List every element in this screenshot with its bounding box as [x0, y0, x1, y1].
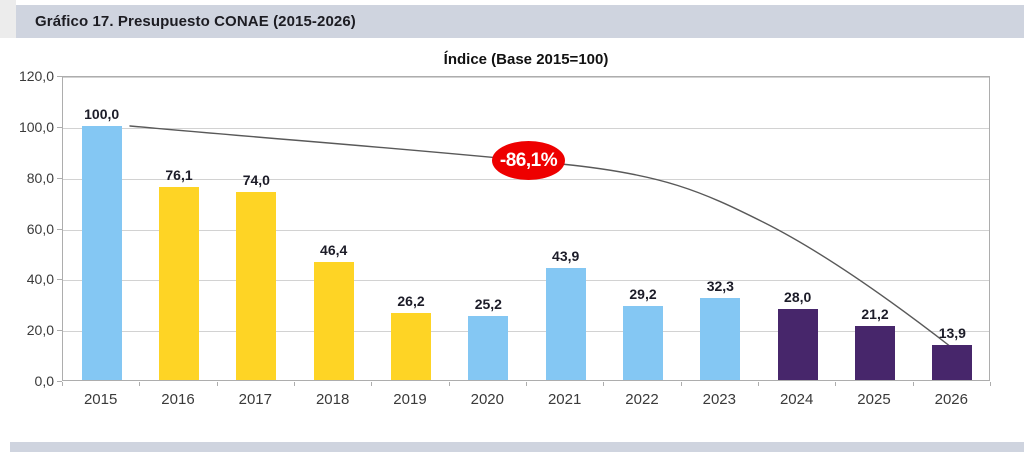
bar-2016: [159, 186, 199, 380]
x-axis-tick: [294, 382, 295, 386]
bar-2017: [236, 191, 277, 380]
x-axis-tick: [835, 382, 837, 386]
bar-value-label-2022: 29,2: [629, 285, 657, 302]
page-margin-strip: [0, 0, 16, 38]
bar-value-label-2016: 76,1: [165, 166, 193, 183]
x-axis-tick: [990, 382, 991, 386]
x-axis-label-2022: 2022: [625, 391, 659, 408]
bar-value-label-2018: 46,4: [320, 242, 348, 259]
trendline-curve: [129, 125, 952, 348]
x-axis-label-2026: 2026: [934, 391, 968, 408]
bar-2026: [932, 344, 973, 380]
x-axis-tick: [62, 382, 63, 386]
bar-2022: [623, 305, 663, 380]
x-axis-label-2021: 2021: [547, 391, 582, 408]
bar-value-label-2023: 32,3: [706, 277, 734, 294]
bar-value-label-2025: 21,2: [861, 306, 889, 323]
gridline-40: [63, 280, 989, 282]
y-axis-label: 80,0: [26, 169, 54, 186]
figure-header-bar: Gráfico 17. Presupuesto CONAE (2015-2026…: [16, 5, 1024, 38]
x-axis-label-2019: 2019: [393, 391, 427, 408]
bar-2019: [391, 313, 431, 380]
y-axis-label: 120,0: [18, 68, 54, 84]
x-axis-label-2023: 2023: [702, 391, 736, 408]
x-axis-tick: [603, 382, 605, 386]
bar-2018: [313, 262, 354, 380]
x-axis-label-2018: 2018: [315, 391, 350, 408]
x-axis-tick: [139, 382, 141, 386]
plot-area: -86,1% 100,0 76,1 74,0 46,4 26,2 25,2 43,9 29,2…: [62, 76, 990, 381]
bar-value-label-2017: 74,0: [242, 171, 270, 188]
next-section-header-bar: [10, 442, 1024, 452]
x-axis-label-2017: 2017: [238, 391, 272, 408]
x-axis-tick: [448, 382, 450, 386]
y-axis-label: 60,0: [26, 220, 54, 237]
x-axis-label-2015: 2015: [83, 391, 118, 408]
y-axis-tick: [57, 126, 62, 128]
y-axis-label: 20,0: [26, 322, 54, 339]
bar-value-label-2021: 43,9: [552, 248, 580, 265]
x-axis-tick: [680, 382, 682, 386]
bar-2020: [468, 315, 509, 380]
bar-value-label-2020: 25,2: [474, 295, 502, 312]
bar-value-label-2019: 26,2: [397, 293, 425, 310]
bar-2024: [777, 308, 818, 380]
bar-2015: [81, 125, 122, 380]
y-axis-tick: [57, 177, 62, 179]
y-axis-tick: [57, 381, 62, 382]
x-axis-label-2024: 2024: [779, 391, 814, 408]
gridline-120: [63, 77, 989, 78]
bar-2025: [855, 326, 895, 380]
bar-2021: [545, 268, 586, 380]
x-axis-tick: [912, 382, 914, 386]
x-axis-tick: [758, 382, 759, 386]
gridline-100: [63, 127, 989, 129]
bar-2023: [700, 297, 741, 380]
x-axis-tick: [371, 382, 373, 386]
y-axis-tick: [57, 76, 62, 77]
chart-title: Índice (Base 2015=100): [443, 51, 609, 68]
y-axis-label: 0,0: [34, 373, 54, 389]
gridline-60: [63, 229, 989, 231]
y-axis-label: 40,0: [26, 271, 54, 288]
x-axis-label-2020: 2020: [470, 391, 504, 408]
bar-chart: Índice (Base 2015=100) 0,0 20,0 40,0 60,0 80…: [0, 38, 1024, 442]
x-axis-tick: [526, 382, 527, 386]
y-axis-tick: [57, 330, 62, 332]
bar-value-label-2015: 100,0: [84, 105, 120, 122]
x-axis-label-2025: 2025: [857, 391, 891, 408]
y-axis-label: 100,0: [18, 118, 54, 135]
x-axis-label-2016: 2016: [161, 391, 195, 408]
figure-title: Gráfico 17. Presupuesto CONAE (2015-2026…: [35, 13, 356, 30]
y-axis-tick: [57, 279, 62, 281]
y-axis-tick: [57, 228, 62, 230]
annotation-text: -86,1%: [499, 149, 558, 171]
gridline-20: [63, 331, 989, 333]
x-axis-tick: [216, 382, 218, 386]
bar-value-label-2026: 13,9: [938, 324, 966, 341]
bar-value-label-2024: 28,0: [784, 288, 812, 305]
annotation-ellipse: -86,1%: [492, 141, 565, 180]
